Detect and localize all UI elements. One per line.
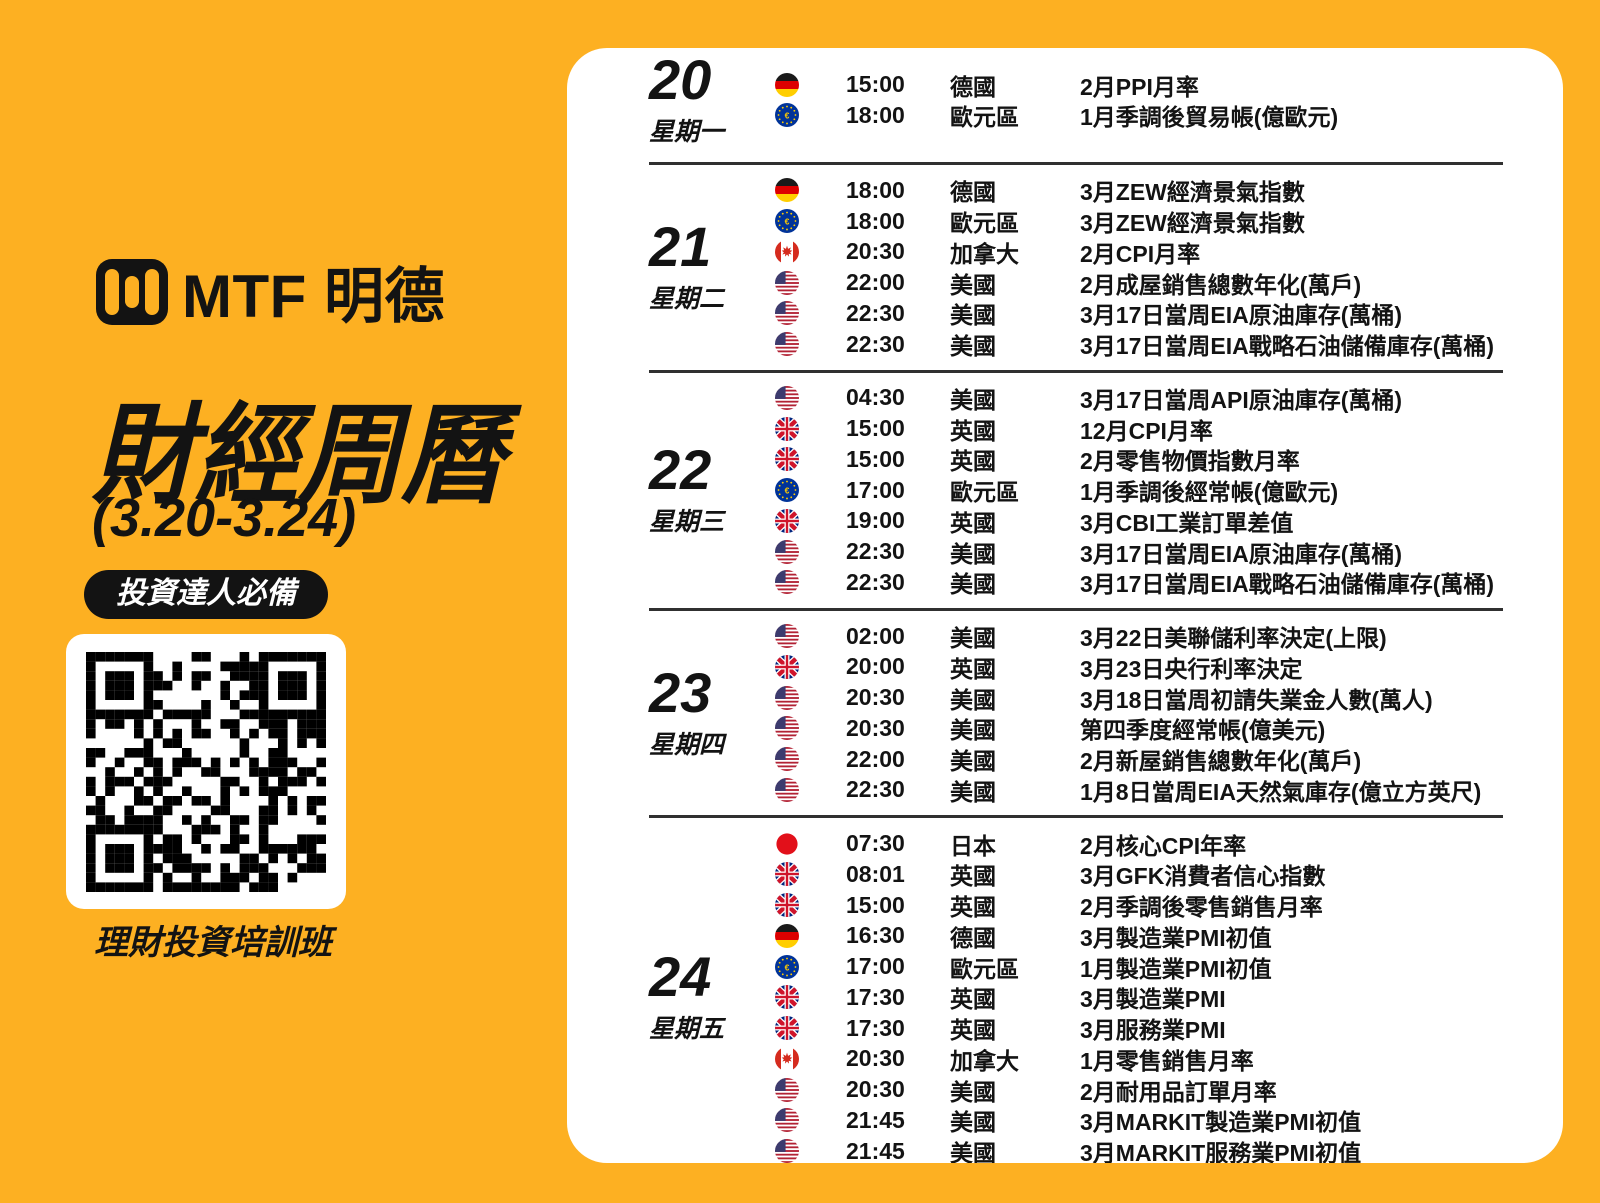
svg-text:€: € (785, 962, 790, 972)
svg-text:€: € (785, 217, 790, 227)
svg-text:€: € (785, 486, 790, 496)
svg-text:€: € (785, 111, 790, 121)
